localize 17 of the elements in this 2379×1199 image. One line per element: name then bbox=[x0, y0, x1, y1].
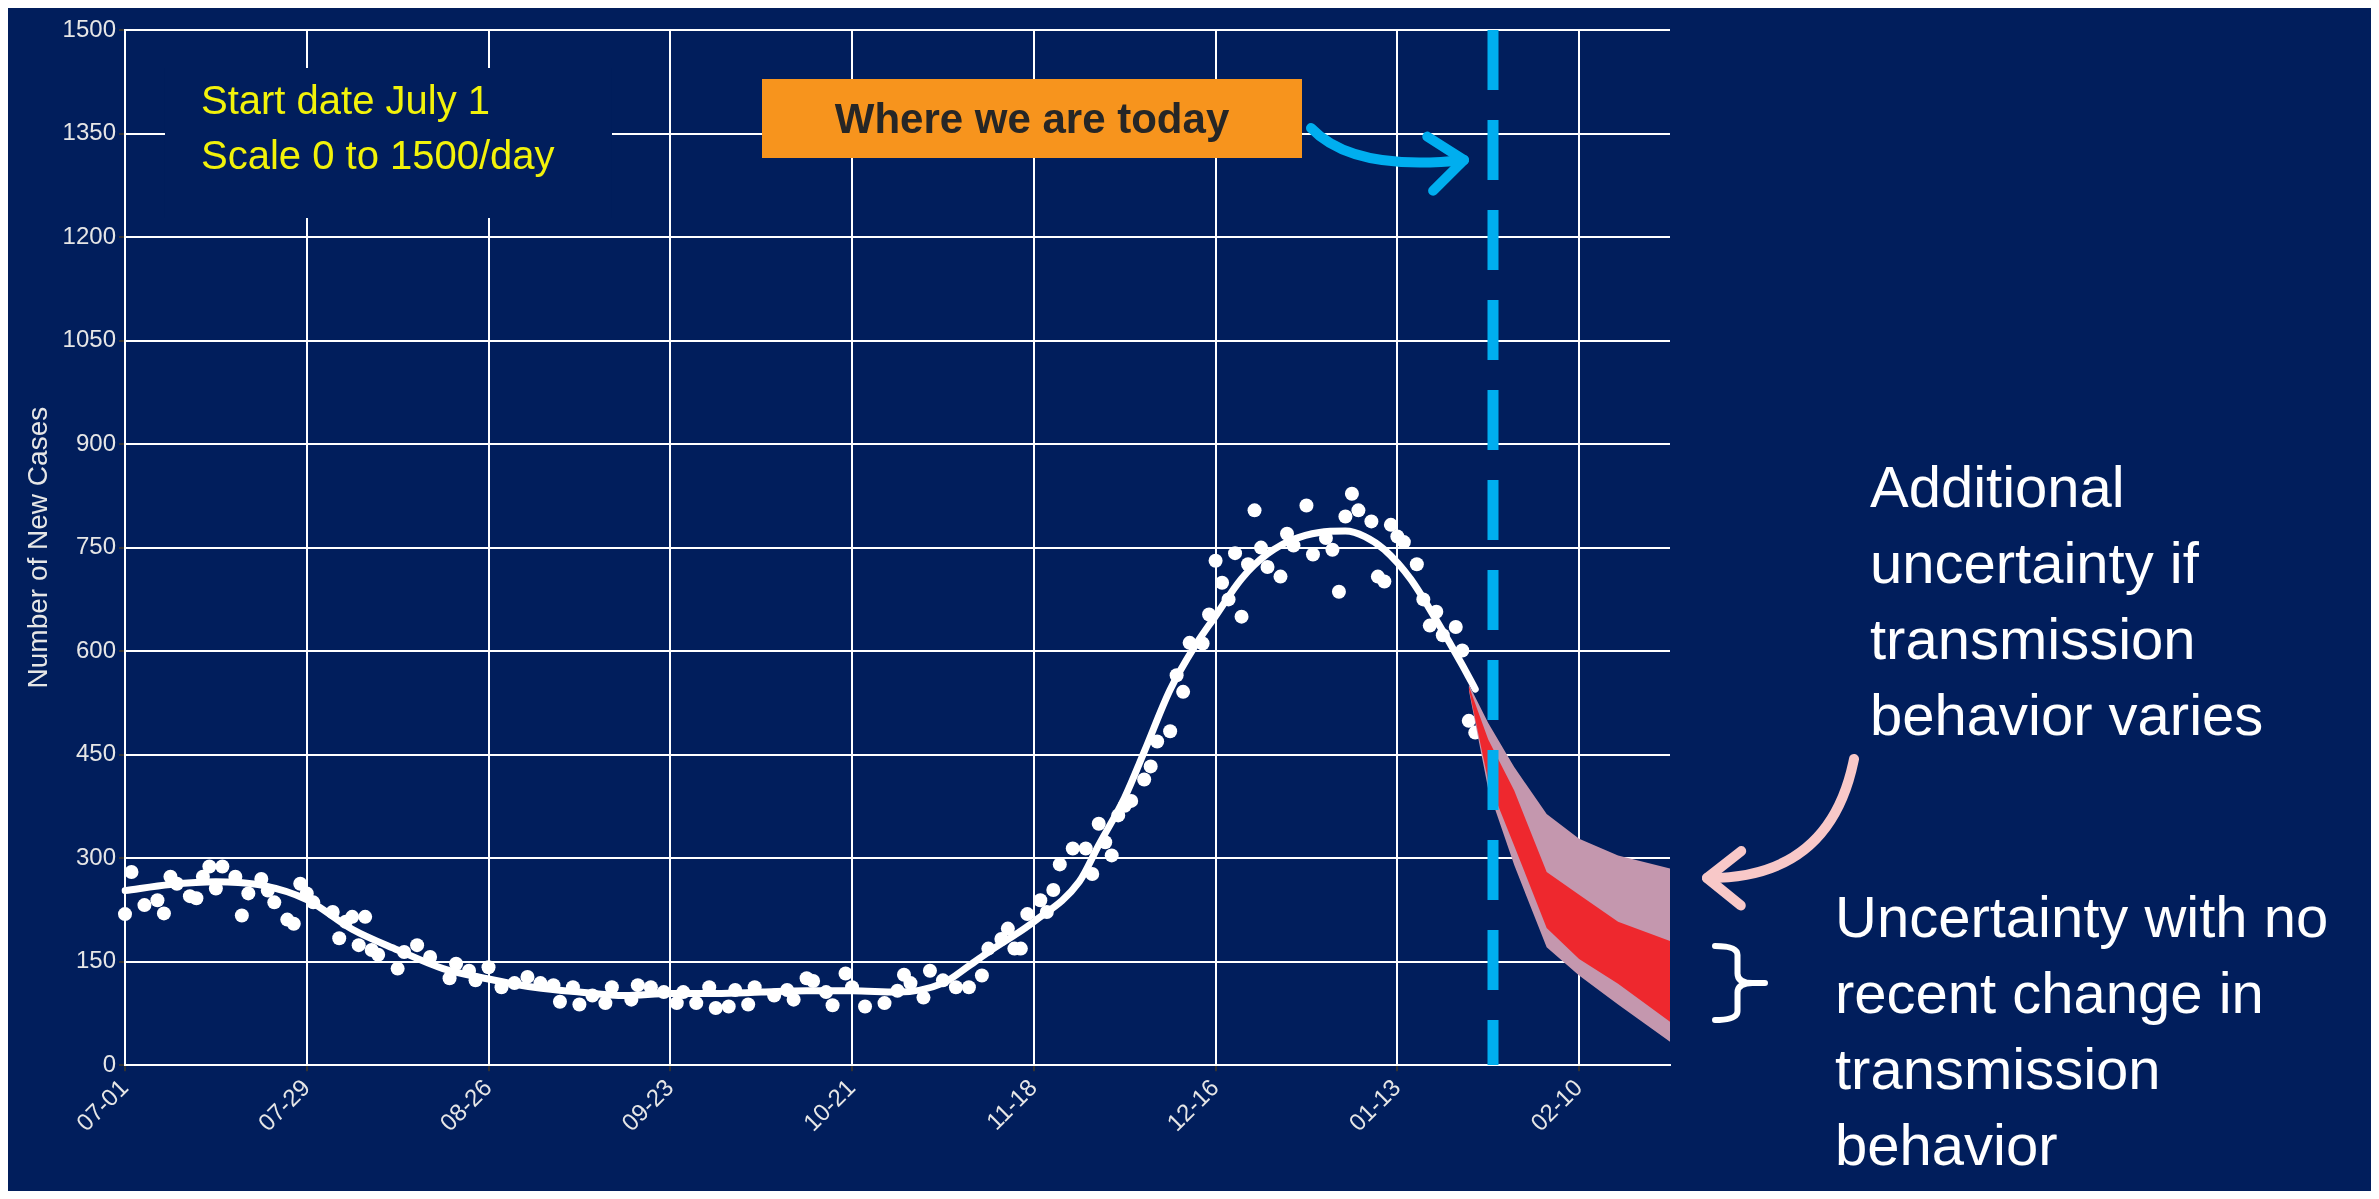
y-tick-label: 150 bbox=[75, 946, 116, 974]
note-box: Where we are today bbox=[762, 79, 1302, 158]
y-tick-label: 750 bbox=[75, 532, 116, 560]
y-tick-label: 1050 bbox=[62, 325, 116, 353]
text: Additional uncertainty if transmission behavior varies bbox=[1870, 454, 2264, 748]
y-tick-label: 1500 bbox=[62, 14, 116, 42]
y-tick-label: 0 bbox=[102, 1049, 116, 1077]
y-tick-label: 1350 bbox=[62, 118, 116, 146]
y-axis-title: Number of New Cases bbox=[21, 406, 53, 689]
annotation: Scale 0 to 1500/day bbox=[200, 133, 555, 178]
y-tick-label: 1200 bbox=[62, 221, 116, 249]
annotation: Start date July 1 bbox=[200, 78, 491, 123]
y-tick-label: 900 bbox=[75, 428, 116, 456]
text: Uncertainty with no recent change in transmission behavior bbox=[1835, 884, 2329, 1178]
y-tick-label: 450 bbox=[75, 739, 116, 767]
y-tick-label: 600 bbox=[75, 635, 116, 663]
y-tick-label: 300 bbox=[75, 842, 116, 870]
